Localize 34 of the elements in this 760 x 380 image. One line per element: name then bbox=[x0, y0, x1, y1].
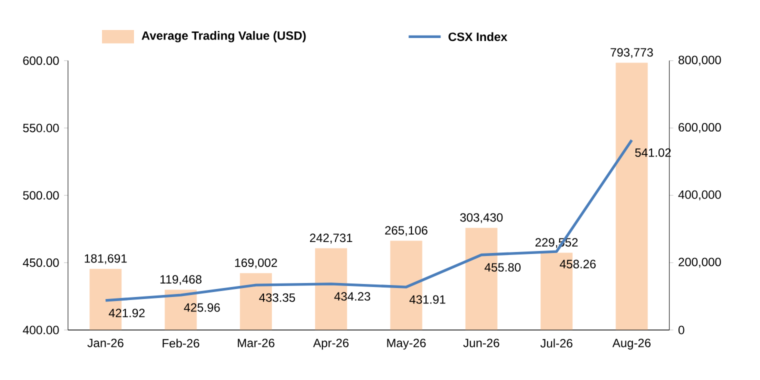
x-tick-label: Apr-26 bbox=[313, 338, 349, 350]
data-label: 169,002 bbox=[235, 258, 277, 268]
data-label: 458.26 bbox=[560, 260, 596, 268]
y-tick-label: 550.00 bbox=[23, 124, 59, 132]
y-tick-label: 600.00 bbox=[23, 56, 59, 65]
data-label: 793,773 bbox=[610, 48, 653, 58]
x-tick-label: May-26 bbox=[387, 338, 426, 350]
y2-tick-label: 200,000 bbox=[678, 258, 721, 268]
data-label: 434.23 bbox=[334, 292, 370, 301]
x-tick-label: Aug-26 bbox=[612, 338, 651, 350]
data-label: 433.35 bbox=[259, 293, 296, 302]
y-tick-label: 450.00 bbox=[22, 258, 59, 267]
data-label: 242,731 bbox=[310, 234, 352, 244]
y-tick-label: 500.00 bbox=[23, 191, 59, 200]
x-tick-label: Jun-26 bbox=[463, 338, 500, 348]
x-tick-label: Feb-26 bbox=[162, 338, 200, 348]
y-tick-label: 400.00 bbox=[22, 326, 59, 334]
data-label: 455.80 bbox=[484, 263, 521, 272]
data-label: 425.96 bbox=[184, 303, 220, 312]
legend-label: Average Trading Value (USD) bbox=[142, 31, 306, 42]
y2-tick-label: 0 bbox=[678, 326, 684, 334]
x-tick-label: Jul-26 bbox=[540, 338, 572, 348]
data-label: 119,468 bbox=[160, 275, 202, 286]
data-label: 265,106 bbox=[385, 226, 428, 236]
data-label: 431.91 bbox=[409, 295, 446, 304]
data-label: 303,430 bbox=[460, 213, 503, 224]
y2-tick-label: 400,000 bbox=[678, 190, 721, 200]
y2-tick-label: 800,000 bbox=[678, 56, 721, 66]
legend-label: CSX Index bbox=[448, 32, 508, 42]
data-label: 421.92 bbox=[108, 308, 145, 318]
x-tick-label: Jan-26 bbox=[87, 338, 124, 348]
x-tick-label: Mar-26 bbox=[238, 338, 274, 348]
data-label: 181,691 bbox=[84, 254, 127, 264]
y2-tick-label: 600,000 bbox=[678, 123, 721, 133]
